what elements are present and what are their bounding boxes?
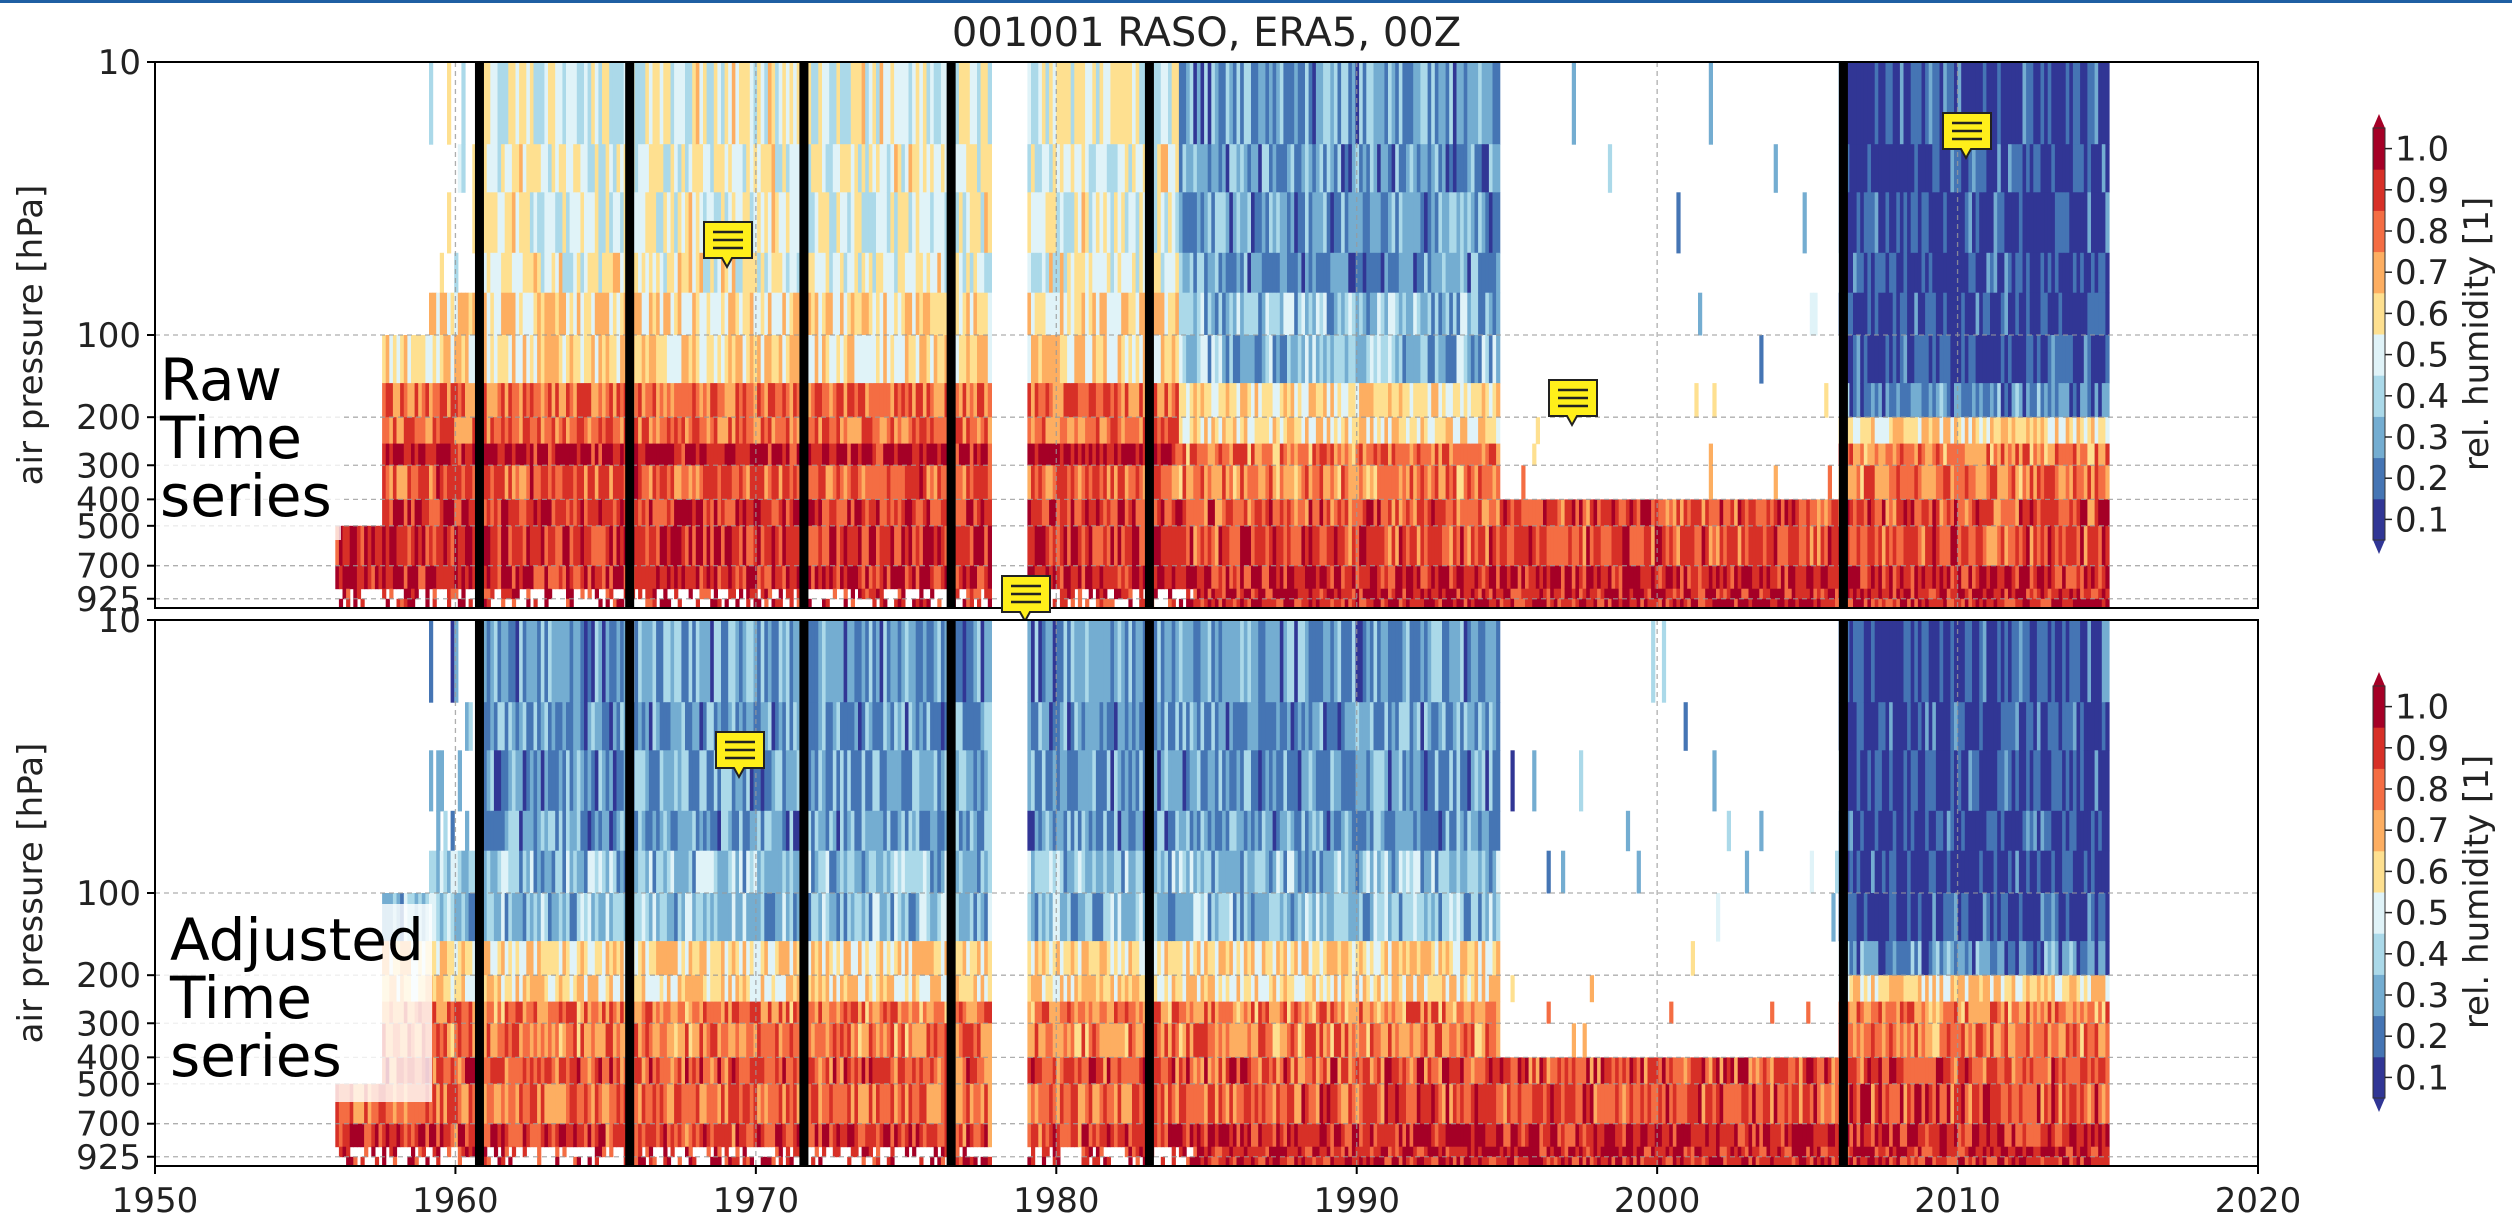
panel-label-bg [156,344,341,540]
colorbar-tick-label: 0.3 [2395,418,2449,458]
colorbar-label: rel. humidity [1] [2457,755,2497,1029]
y-tick-label: 700 [76,547,141,587]
colorbar-segment [2373,686,2385,728]
colorbar-segment [2373,457,2385,500]
x-tick-label: 1960 [412,1181,499,1221]
colorbar-segment [2373,768,2385,811]
colorbar-segment [2373,933,2385,975]
colorbar-segment [2373,809,2385,852]
colorbar-tick-label: 0.9 [2395,171,2449,211]
colorbar-tick-label: 0.7 [2395,253,2449,293]
comment-icon [1548,379,1598,428]
colorbar-tick-label: 0.3 [2395,976,2449,1016]
colorbar-frame [2372,685,2386,1099]
x-tick-label: 2010 [1914,1181,2001,1221]
comment-icon [1001,575,1051,624]
colorbar-segment [2373,850,2385,893]
colorbar-tick-label: 0.6 [2395,852,2449,892]
colorbar-segment [2373,292,2385,335]
colorbar-tick-label: 0.8 [2395,212,2449,252]
colorbar-tick-label: 0.5 [2395,336,2449,376]
comment-icon [715,731,765,780]
colorbar-tick-label: 0.1 [2395,500,2449,540]
colorbar-frame [2372,127,2386,541]
y-tick-label: 400 [76,1038,141,1078]
colorbar-tick-label: 0.8 [2395,770,2449,810]
y-tick-label: 100 [76,316,141,356]
panel-label-line: series [160,462,332,530]
y-tick-label: 700 [76,1105,141,1145]
colorbar-tick-label: 0.1 [2395,1058,2449,1098]
panel-label-line: Time [169,964,312,1032]
y-axis-label: air pressure [hPa] [11,743,51,1044]
colorbar-tick-label: 0.7 [2395,811,2449,851]
colorbar-segment [2373,251,2385,294]
heatmap-cells [335,620,2110,1167]
panel-label-line: Time [159,404,302,472]
colorbar-segment [2373,1056,2385,1099]
comment-icon [1942,112,1992,161]
colorbar-tick-label: 0.6 [2395,294,2449,334]
colorbar-segment [2373,128,2385,170]
colorbar-segment [2373,892,2385,934]
panel-label-line: Raw [160,346,282,414]
x-tick-label: 2000 [1614,1181,1701,1221]
colorbar-segment [2373,727,2385,769]
comment-icon [703,221,753,270]
colorbar-extend-top [2373,672,2385,686]
x-tick-label: 1980 [1013,1181,1100,1221]
colorbar-extend-top [2373,114,2385,128]
colorbar-tick-label: 0.5 [2395,894,2449,934]
top-border [0,0,2512,3]
colorbar-tick-label: 0.9 [2395,729,2449,769]
panel-label-line: series [170,1022,342,1090]
colorbar-segment [2373,1015,2385,1058]
colorbar-tick-label: 1.0 [2395,130,2449,170]
y-tick-label: 100 [76,874,141,914]
colorbar-segment [2373,169,2385,211]
y-tick-label: 10 [98,601,141,641]
colorbar-extend-bottom [2373,1098,2385,1112]
y-tick-label: 400 [76,480,141,520]
y-tick-label: 500 [76,507,141,547]
y-tick-label: 500 [76,1065,141,1105]
colorbar-tick-label: 0.2 [2395,1017,2449,1057]
x-tick-label: 2020 [2215,1181,2302,1221]
x-tick-label: 1990 [1313,1181,1400,1221]
colorbar-segment [2373,974,2385,1017]
colorbar-tick-label: 1.0 [2395,688,2449,728]
colorbar-tick-label: 0.4 [2395,377,2449,417]
colorbar-label: rel. humidity [1] [2457,197,2497,471]
y-tick-label: 200 [76,398,141,438]
colorbar-tick-label: 0.4 [2395,935,2449,975]
y-tick-label: 925 [76,1138,141,1178]
y-axis-label: air pressure [hPa] [11,185,51,486]
y-tick-label: 925 [76,580,141,620]
colorbar-segment [2373,334,2385,376]
colorbar-segment [2373,416,2385,459]
x-tick-label: 1950 [112,1181,199,1221]
panel-label-line: Adjusted [170,906,424,974]
colorbar-segment [2373,210,2385,253]
colorbar-tick-label: 0.2 [2395,459,2449,499]
panel-label-bg [164,904,432,1102]
y-tick-label: 200 [76,956,141,996]
y-tick-label: 10 [98,43,141,83]
colorbar-extend-bottom [2373,540,2385,554]
y-tick-label: 300 [76,1004,141,1044]
chart-title: 001001 RASO, ERA5, 00Z [952,10,1461,56]
colorbar-segment [2373,375,2385,417]
y-tick-label: 300 [76,446,141,486]
colorbar-segment [2373,498,2385,541]
x-tick-label: 1970 [713,1181,800,1221]
